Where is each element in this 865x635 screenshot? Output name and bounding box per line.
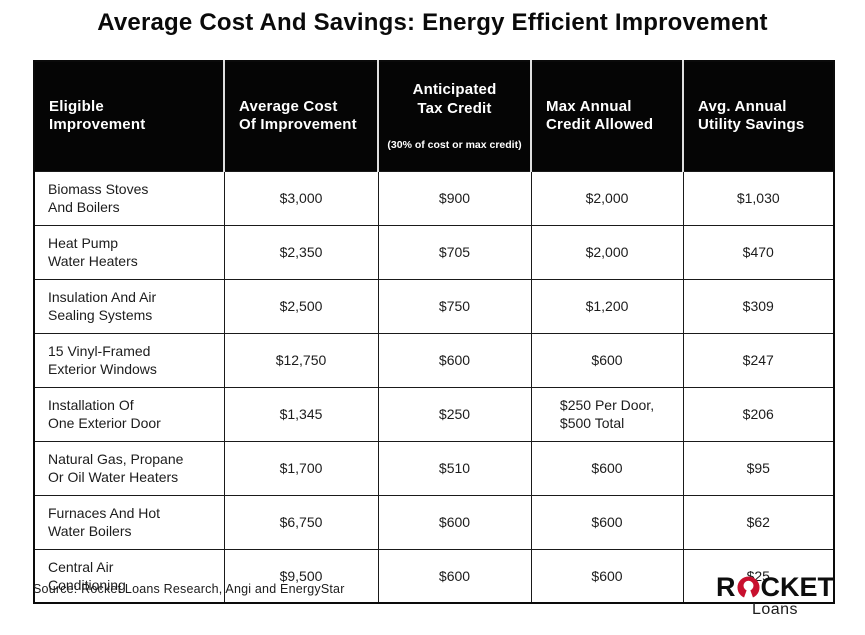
col-header-label: Max Annual Credit Allowed — [546, 97, 654, 134]
table-row: Central Air Conditioning $9,500 $600 $60… — [33, 548, 835, 604]
cell-improvement: Installation Of One Exterior Door — [33, 386, 225, 442]
col-header-label: Average Cost Of Improvement — [239, 97, 357, 134]
table-row: Natural Gas, Propane Or Oil Water Heater… — [33, 440, 835, 496]
cell-average-cost: $1,700 — [223, 440, 379, 496]
cell-max-credit: $600 — [530, 494, 684, 550]
logo-text-after-o: CKET — [760, 572, 835, 602]
cell-utility-savings: $309 — [682, 278, 835, 334]
cost-savings-table: Eligible Improvement Average Cost Of Imp… — [33, 60, 835, 605]
table-body: Biomass Stoves And Boilers $3,000 $900 $… — [33, 170, 835, 604]
col-header-average-cost: Average Cost Of Improvement — [223, 61, 378, 172]
table-row: Installation Of One Exterior Door $1,345… — [33, 386, 835, 442]
rocket-loans-logo: R CKET Loans — [716, 574, 834, 618]
cell-average-cost: $2,500 — [223, 278, 379, 334]
table-row: Heat Pump Water Heaters $2,350 $705 $2,0… — [33, 224, 835, 280]
cell-tax-credit: $250 — [377, 386, 532, 442]
cell-average-cost: $12,750 — [223, 332, 379, 388]
cell-utility-savings: $95 — [682, 440, 835, 496]
cell-max-credit: $2,000 — [530, 170, 684, 226]
cell-average-cost: $6,750 — [223, 494, 379, 550]
col-header-tax-credit: Anticipated Tax Credit (30% of cost or m… — [377, 61, 531, 172]
cell-max-credit: $600 — [530, 548, 684, 604]
cell-tax-credit: $510 — [377, 440, 532, 496]
cell-improvement: 15 Vinyl-Framed Exterior Windows — [33, 332, 225, 388]
cell-max-credit: $2,000 — [530, 224, 684, 280]
cell-utility-savings: $247 — [682, 332, 835, 388]
table-row: Insulation And Air Sealing Systems $2,50… — [33, 278, 835, 334]
cell-max-credit: $250 Per Door, $500 Total — [530, 386, 684, 442]
cell-tax-credit: $600 — [377, 494, 532, 550]
cell-improvement: Natural Gas, Propane Or Oil Water Heater… — [33, 440, 225, 496]
cell-utility-savings: $1,030 — [682, 170, 835, 226]
logo-text-before-o: R — [716, 572, 736, 602]
cell-improvement: Central Air Conditioning — [33, 548, 225, 604]
cell-tax-credit: $900 — [377, 170, 532, 226]
table-row: Furnaces And Hot Water Boilers $6,750 $6… — [33, 494, 835, 550]
page-title: Average Cost And Savings: Energy Efficie… — [97, 9, 768, 36]
table-header: Eligible Improvement Average Cost Of Imp… — [34, 61, 834, 172]
source-note: Source: Rocket Loans Research, Angi and … — [33, 582, 345, 596]
cell-average-cost: $9,500 — [223, 548, 379, 604]
col-header-max-credit: Max Annual Credit Allowed — [530, 61, 683, 172]
cell-tax-credit: $600 — [377, 548, 532, 604]
cell-tax-credit: $705 — [377, 224, 532, 280]
col-header-label: Eligible Improvement — [49, 97, 146, 134]
logo-wordmark: R CKET — [716, 574, 834, 601]
cell-improvement: Heat Pump Water Heaters — [33, 224, 225, 280]
cell-tax-credit: $750 — [377, 278, 532, 334]
cell-average-cost: $3,000 — [223, 170, 379, 226]
rocket-o-icon — [736, 576, 760, 599]
cell-improvement: Biomass Stoves And Boilers — [33, 170, 225, 226]
cell-utility-savings: $206 — [682, 386, 835, 442]
col-header-label: Anticipated Tax Credit — [412, 80, 497, 117]
cell-max-credit: $1,200 — [530, 278, 684, 334]
col-header-sublabel: (30% of cost or max credit) — [387, 139, 522, 151]
logo-subtext: Loans — [751, 601, 799, 618]
cell-utility-savings: $470 — [682, 224, 835, 280]
cell-utility-savings: $25 — [682, 548, 835, 604]
table-row: 15 Vinyl-Framed Exterior Windows $12,750… — [33, 332, 835, 388]
cell-tax-credit: $600 — [377, 332, 532, 388]
cell-improvement: Insulation And Air Sealing Systems — [33, 278, 225, 334]
header-row: Eligible Improvement Average Cost Of Imp… — [34, 61, 834, 172]
table-row: Biomass Stoves And Boilers $3,000 $900 $… — [33, 170, 835, 226]
cell-improvement: Furnaces And Hot Water Boilers — [33, 494, 225, 550]
cell-max-credit: $600 — [530, 440, 684, 496]
cell-utility-savings: $62 — [682, 494, 835, 550]
cell-average-cost: $2,350 — [223, 224, 379, 280]
col-header-label: Avg. Annual Utility Savings — [698, 97, 805, 134]
col-header-eligible-improvement: Eligible Improvement — [34, 61, 224, 172]
col-header-utility-savings: Avg. Annual Utility Savings — [682, 61, 834, 172]
cell-max-credit: $600 — [530, 332, 684, 388]
cell-average-cost: $1,345 — [223, 386, 379, 442]
